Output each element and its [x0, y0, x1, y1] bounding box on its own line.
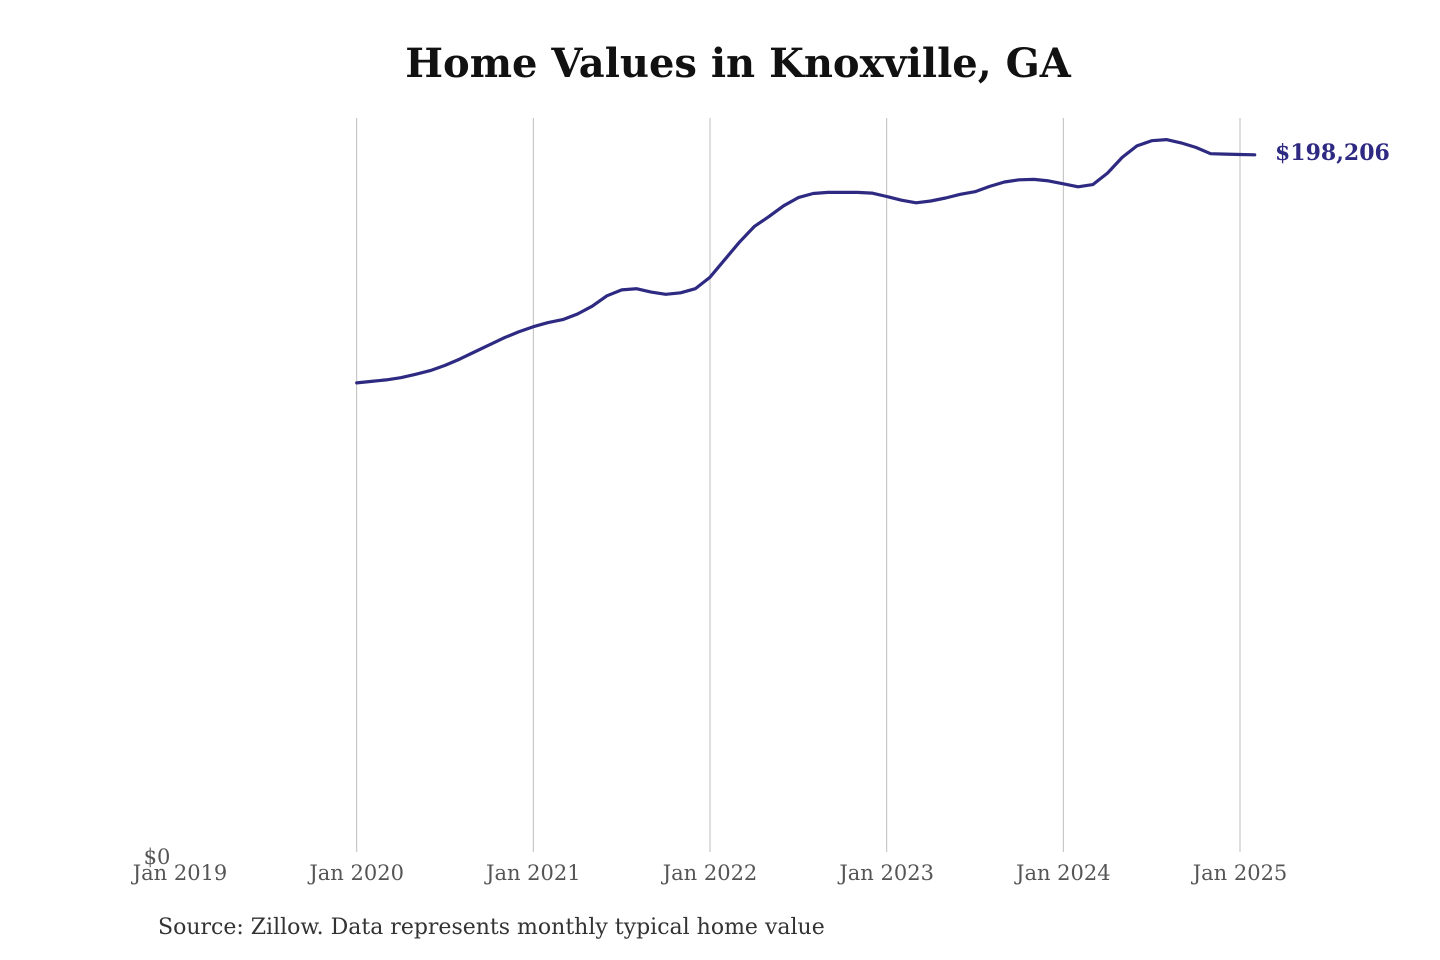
gridlines — [356, 118, 1241, 852]
series-lines — [355, 138, 1257, 385]
source-note: Source: Zillow. Data represents monthly … — [158, 915, 825, 940]
x-tick-label: Jan 2022 — [661, 861, 758, 885]
x-tick-label: Jan 2024 — [1014, 861, 1111, 885]
x-tick-label: Jan 2021 — [484, 861, 581, 885]
x-tick-label: Jan 2025 — [1191, 861, 1288, 885]
axis-tick-labels: Jan 2019 Jan 2020 Jan 2021 Jan 2022 Jan 2023… — [131, 845, 1288, 885]
end-value-label: $198,206 — [1275, 140, 1390, 166]
x-tick-label: Jan 2019 — [131, 861, 228, 885]
y-tick-label: $0 — [144, 845, 171, 869]
x-tick-label: Jan 2020 — [307, 861, 404, 885]
chart-title: Home Values in Knoxville, GA — [405, 40, 1071, 87]
x-tick-label: Jan 2023 — [837, 861, 934, 885]
data-labels: $198,206 — [1275, 140, 1390, 166]
series-line — [355, 138, 1257, 385]
